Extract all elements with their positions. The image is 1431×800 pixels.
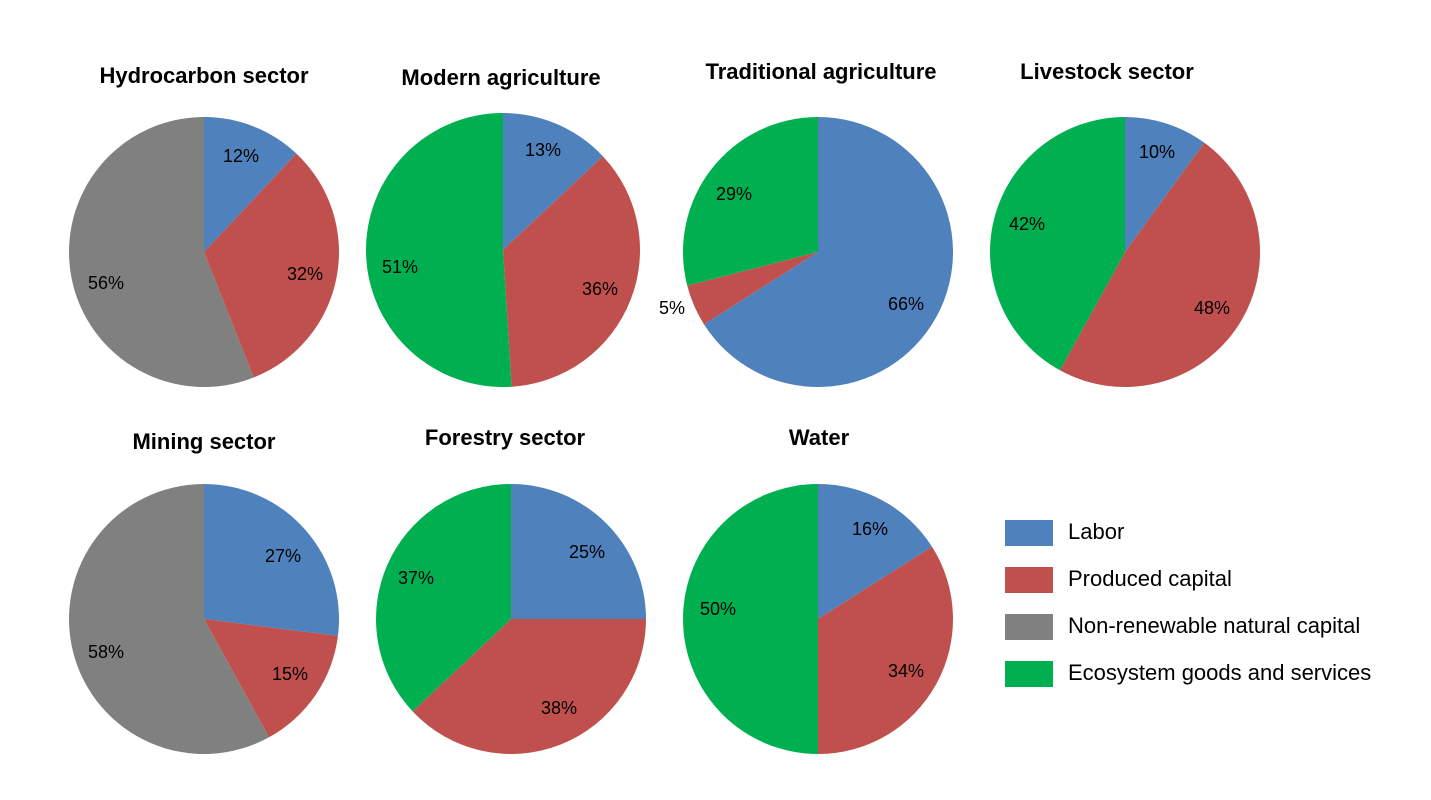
pie-slice-produced: [818, 546, 953, 754]
legend: Labor Produced capital Non-renewable nat…: [1005, 518, 1425, 706]
pie-chart-mining-sector: Mining sector 27% 15% 58%: [69, 429, 340, 754]
slice-label-produced: 36%: [582, 279, 618, 299]
slice-label-nonrenewable: 56%: [88, 273, 124, 293]
chart-title: Forestry sector: [425, 425, 586, 450]
pie-chart-water: Water 16% 34% 50%: [683, 425, 953, 754]
legend-swatch-ecosystem: [1005, 661, 1053, 687]
slice-label-produced: 48%: [1194, 298, 1230, 318]
pie-slice-ecosystem: [366, 113, 512, 387]
chart-title: Modern agriculture: [401, 65, 600, 90]
slice-label-labor: 16%: [852, 519, 888, 539]
pie-slice-ecosystem: [989, 117, 1125, 371]
slice-label-ecosystem: 51%: [382, 257, 418, 277]
slice-label-produced: 32%: [287, 264, 323, 284]
pie-slice-labor: [818, 484, 932, 619]
slice-label-produced: 5%: [659, 298, 685, 318]
legend-label-ecosystem: Ecosystem goods and services: [1068, 660, 1372, 685]
slice-label-ecosystem: 50%: [700, 599, 736, 619]
slice-label-labor: 10%: [1139, 142, 1175, 162]
chart-title: Water: [789, 425, 850, 450]
pie-slice-nonrenewable: [69, 117, 254, 387]
pie-slice-produced: [204, 619, 338, 738]
pie-slice-labor: [503, 113, 603, 250]
slice-label-produced: 38%: [541, 698, 577, 718]
pie-slice-produced: [1059, 142, 1261, 388]
chart-title: Livestock sector: [1020, 59, 1194, 84]
pie-chart-modern-agriculture: Modern agriculture 13% 36% 51%: [366, 65, 640, 387]
pie-slice-ecosystem: [682, 117, 818, 286]
chart-title: Hydrocarbon sector: [99, 63, 308, 88]
legend-label-labor: Labor: [1068, 519, 1125, 544]
legend-item-labor: Labor: [1005, 518, 1425, 546]
pie-slice-produced: [687, 252, 818, 325]
legend-swatch-non-renewable: [1005, 614, 1053, 640]
slice-label-ecosystem: 42%: [1009, 214, 1045, 234]
pie-slice-labor: [1125, 117, 1205, 252]
slice-label-nonrenewable: 58%: [88, 642, 124, 662]
legend-item-produced-capital: Produced capital: [1005, 565, 1425, 593]
slice-label-produced: 15%: [272, 664, 308, 684]
pie-chart-traditional-agriculture: Traditional agriculture 66% 5% 29%: [659, 59, 954, 387]
slice-label-labor: 25%: [569, 542, 605, 562]
pie-slice-produced: [204, 153, 339, 378]
slice-label-labor: 13%: [525, 140, 561, 160]
pie-slice-ecosystem: [376, 484, 511, 712]
pie-slice-produced: [503, 156, 640, 387]
slice-label-labor: 66%: [888, 294, 924, 314]
legend-item-non-renewable: Non-renewable natural capital: [1005, 612, 1425, 640]
pie-chart-hydrocarbon-sector: Hydrocarbon sector 12% 32% 56%: [69, 63, 339, 387]
pie-slice-produced: [412, 619, 646, 754]
legend-item-ecosystem: Ecosystem goods and services: [1005, 659, 1425, 687]
pie-slice-labor: [704, 117, 954, 387]
slice-label-labor: 27%: [265, 546, 301, 566]
pie-slice-ecosystem: [683, 484, 818, 754]
legend-swatch-labor: [1005, 520, 1053, 546]
legend-swatch-produced-capital: [1005, 567, 1053, 593]
legend-label-non-renewable: Non-renewable natural capital: [1068, 613, 1361, 638]
legend-label-produced-capital: Produced capital: [1068, 566, 1232, 591]
slice-label-ecosystem: 29%: [716, 184, 752, 204]
pie-slice-labor: [204, 117, 297, 252]
pie-slice-labor: [511, 484, 646, 619]
slice-label-produced: 34%: [888, 661, 924, 681]
slice-label-ecosystem: 37%: [398, 568, 434, 588]
chart-title: Traditional agriculture: [705, 59, 936, 84]
chart-title: Mining sector: [132, 429, 275, 454]
pie-chart-forestry-sector: Forestry sector 25% 38% 37%: [376, 425, 646, 754]
slice-label-labor: 12%: [223, 146, 259, 166]
pie-slice-nonrenewable: [69, 484, 270, 754]
pie-slice-labor: [204, 484, 340, 636]
pie-chart-livestock-sector: Livestock sector 10% 48% 42%: [989, 59, 1261, 388]
